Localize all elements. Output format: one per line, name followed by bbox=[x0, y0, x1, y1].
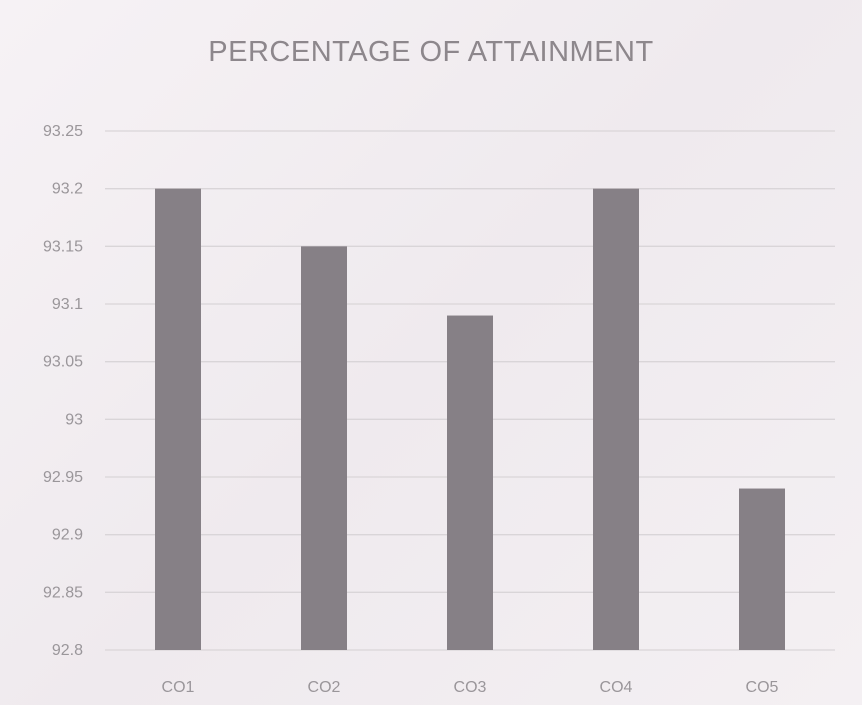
x-tick-label: CO2 bbox=[308, 679, 341, 696]
bar-co5 bbox=[739, 488, 785, 650]
x-tick-label: CO3 bbox=[454, 679, 487, 696]
y-tick-label: 92.8 bbox=[52, 642, 83, 659]
y-tick-label: 93 bbox=[65, 411, 83, 428]
bar-co2 bbox=[301, 246, 347, 651]
y-tick-label: 92.95 bbox=[43, 469, 83, 486]
bar-co3 bbox=[447, 315, 493, 650]
y-axis-ticks: 92.8 92.85 92.9 92.95 93 93.05 93.1 93.15 93.2 93… bbox=[43, 123, 83, 659]
x-tick-label: CO5 bbox=[746, 679, 779, 696]
y-tick-label: 93.2 bbox=[52, 181, 83, 198]
y-tick-label: 92.9 bbox=[52, 527, 83, 544]
y-tick-label: 93.25 bbox=[43, 123, 83, 140]
y-tick-label: 93.05 bbox=[43, 354, 83, 371]
bar-co1 bbox=[155, 188, 201, 650]
bar-co4 bbox=[593, 188, 639, 650]
bars bbox=[155, 188, 785, 651]
y-tick-label: 92.85 bbox=[43, 584, 83, 601]
x-tick-label: CO4 bbox=[600, 679, 633, 696]
y-tick-label: 93.15 bbox=[43, 238, 83, 255]
chart-title: PERCENTAGE OF ATTAINMENT bbox=[208, 36, 654, 68]
x-tick-label: CO1 bbox=[162, 679, 195, 696]
y-tick-label: 93.1 bbox=[52, 296, 83, 313]
x-axis-ticks: CO1 CO2 CO3 CO4 CO5 bbox=[162, 679, 779, 696]
